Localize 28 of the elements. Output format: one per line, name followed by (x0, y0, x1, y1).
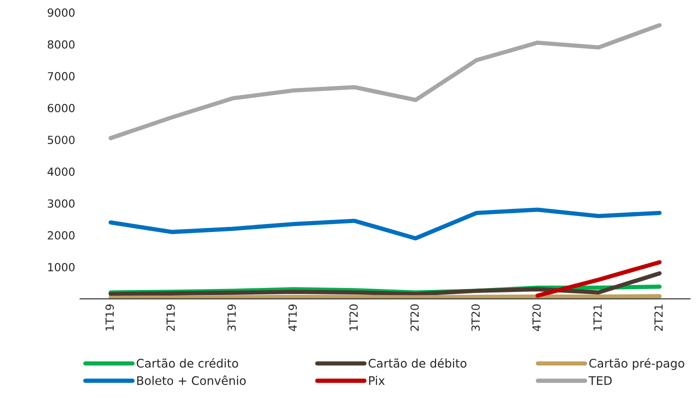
legend-label: Boleto + Convênio (137, 375, 246, 386)
x-tick-label: 2T19 (166, 304, 175, 331)
x-tick-label: 3T20 (471, 304, 480, 331)
y-tick-label: 3000 (48, 199, 75, 208)
y-tick-label: 7000 (48, 72, 75, 80)
x-tick-label: 4T20 (532, 304, 541, 332)
y-tick-label: 9000 (48, 8, 75, 17)
x-tick-label: 1T19 (105, 304, 114, 330)
x-tick-label: 3T19 (227, 304, 236, 331)
x-tick-label: 2T20 (410, 304, 419, 331)
y-tick-label: 5000 (48, 136, 75, 144)
x-tick-label: 4T19 (288, 304, 297, 332)
y-tick-label: 1000 (48, 262, 75, 272)
x-tick-label: 2T21 (654, 304, 663, 331)
line-series (108, 208, 662, 240)
legend-label: Cartão de débito (368, 358, 466, 368)
y-tick-label: 8000 (48, 40, 75, 49)
legend-label: Cartão pré-pago (589, 358, 684, 370)
y-tick-label: 6000 (48, 104, 75, 112)
legend-label: TED (588, 376, 612, 385)
line-series (108, 23, 662, 140)
line-series (108, 271, 662, 296)
x-tick-label: 1T21 (593, 304, 602, 330)
x-tick-label: 1T20 (349, 304, 358, 330)
legend-label: Pix (369, 376, 385, 385)
legend-label: Cartão de crédito (136, 358, 238, 368)
y-tick-label: 2000 (48, 231, 75, 240)
y-tick-label: 4000 (48, 168, 75, 176)
